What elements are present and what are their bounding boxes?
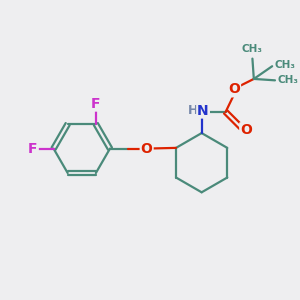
Text: CH₃: CH₃	[277, 75, 298, 85]
Text: O: O	[228, 82, 240, 96]
Text: H: H	[188, 104, 198, 117]
Text: CH₃: CH₃	[242, 44, 263, 54]
Text: F: F	[28, 142, 38, 156]
Text: O: O	[141, 142, 153, 156]
Text: N: N	[197, 103, 209, 118]
Text: F: F	[91, 97, 101, 111]
Text: O: O	[240, 123, 252, 137]
Text: CH₃: CH₃	[274, 60, 296, 70]
